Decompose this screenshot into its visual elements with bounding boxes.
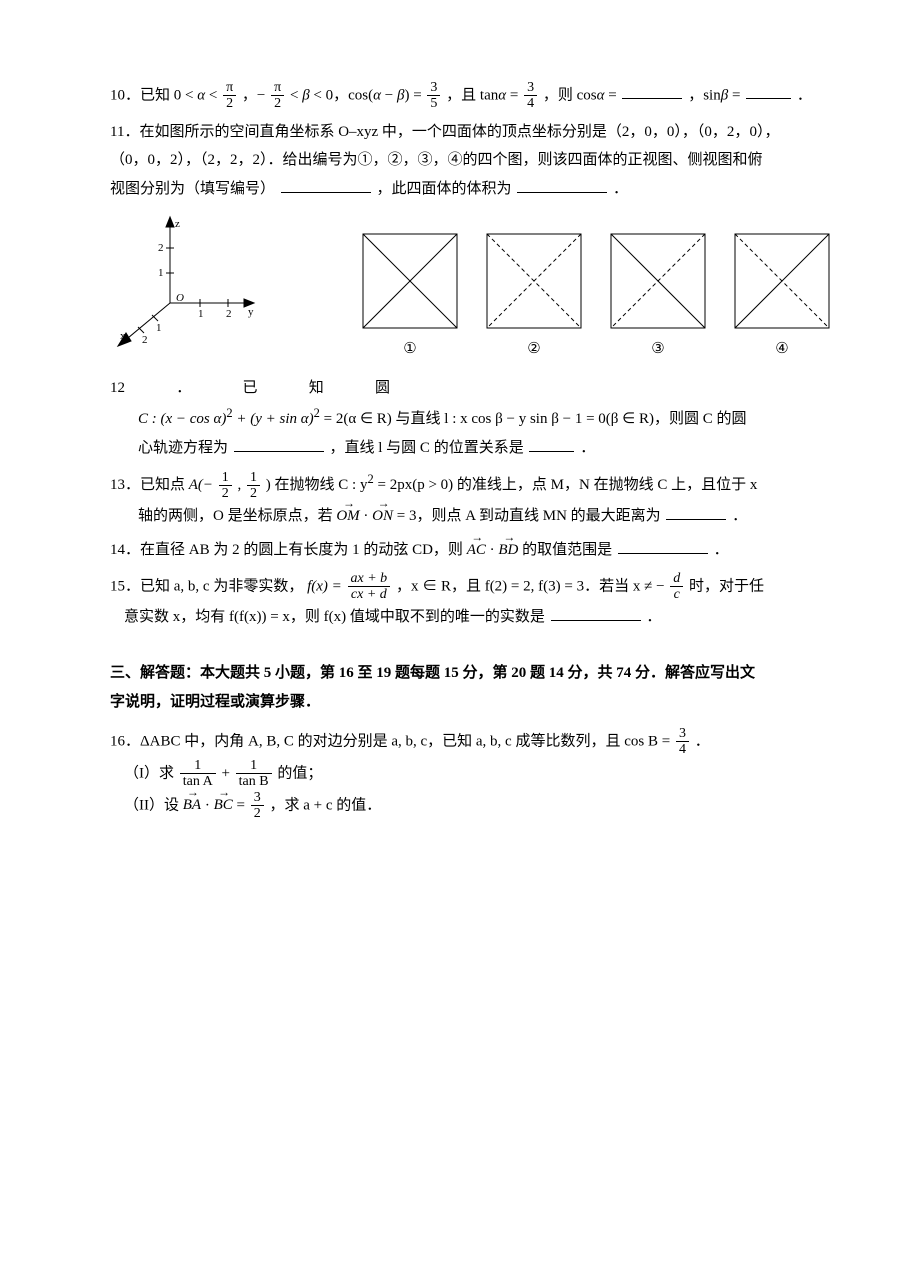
section-3-title: 三、解答题：本大题共 5 小题，第 16 至 19 题每题 15 分，第 20 … xyxy=(110,659,830,716)
q11-line2: （0，0，2），（2，2，2）．给出编号为①，②，③，④的四个图，则该四面体的正… xyxy=(110,146,830,175)
question-11: 11．在如图所示的空间直角坐标系 O–xyz 中，一个四面体的顶点坐标分别是（2… xyxy=(110,118,830,204)
question-15: 15．已知 a, b, c 为非零实数， f(x) = ax + bcx + d… xyxy=(110,571,830,631)
blank-volume xyxy=(517,177,607,193)
square-2: ② xyxy=(486,233,582,364)
question-12: 12 ． 已 知 圆 C : (x − cos α)2 + (y + sin α… xyxy=(110,374,830,463)
frac-pi-2a: π2 xyxy=(223,80,236,112)
q11-line1: 11．在如图所示的空间直角坐标系 O–xyz 中，一个四面体的顶点坐标分别是（2… xyxy=(110,118,830,147)
vec-bd: BD xyxy=(498,536,518,565)
q11-line3: 视图分别为（填写编号） ，此四面体的体积为 ． xyxy=(110,175,830,204)
svg-text:2: 2 xyxy=(158,242,164,254)
blank-view-nums xyxy=(281,177,371,193)
frac-3-5: 35 xyxy=(427,80,440,112)
blank-range xyxy=(618,538,708,554)
frac-3-4: 34 xyxy=(524,80,537,112)
vec-on: ON xyxy=(372,502,393,531)
question-14: 14．在直径 AB 为 2 的圆上有长度为 1 的动弦 CD，则 AC · BD… xyxy=(110,536,830,565)
frac-pi-2b: π2 xyxy=(271,80,284,112)
frac-fx: ax + bcx + d xyxy=(348,571,391,603)
blank-max-dist xyxy=(666,504,726,520)
vec-om: OM xyxy=(336,502,359,531)
axis-3d-diagram: z y x O 1 2 1 2 1 2 xyxy=(110,213,260,364)
svg-text:1: 1 xyxy=(156,322,162,334)
square-3: ③ xyxy=(610,233,706,364)
q12-line2: C : (x − cos α)2 + (y + sin α)2 = 2(α ∈ … xyxy=(110,402,830,434)
svg-text:1: 1 xyxy=(198,308,204,320)
svg-text:O: O xyxy=(176,292,184,304)
frac-dc: dc xyxy=(670,571,683,603)
figures-row: z y x O 1 2 1 2 1 2 ① xyxy=(110,213,830,364)
blank-cos-alpha xyxy=(622,83,682,99)
four-squares: ① ② ③ ④ xyxy=(362,233,830,364)
q12-line1: 12 ． 已 知 圆 xyxy=(110,374,390,403)
vec-ba: BA xyxy=(183,791,201,820)
q16-part2: （II）设 BA · BC = 32 ，求 a + c 的值． xyxy=(110,790,830,822)
vec-ac: AC xyxy=(467,536,486,565)
blank-position xyxy=(529,436,574,452)
svg-text:2: 2 xyxy=(226,308,232,320)
square-1: ① xyxy=(362,233,458,364)
blank-locus xyxy=(234,436,324,452)
svg-text:1: 1 xyxy=(158,267,164,279)
blank-sin-beta xyxy=(746,83,791,99)
question-13: 13．已知点 A(− 12 , 12 ) 在抛物线 C : y2 = 2px(p… xyxy=(110,468,830,530)
square-4: ④ xyxy=(734,233,830,364)
q10-prefix: 10．已知 xyxy=(110,87,170,103)
question-10: 10．已知 0 < α < π2 ，− π2 < β < 0，cos(α − β… xyxy=(110,80,830,112)
svg-text:2: 2 xyxy=(142,334,148,346)
svg-text:y: y xyxy=(248,306,254,318)
blank-unique-real xyxy=(551,605,641,621)
vec-bc: BC xyxy=(214,791,233,820)
svg-text:z: z xyxy=(175,218,180,230)
question-16: 16．ΔABC 中，内角 A, B, C 的对边分别是 a, b, c，已知 a… xyxy=(110,726,830,821)
svg-text:x: x xyxy=(120,330,126,342)
q12-line3: 心轨迹方程为 ，直线 l 与圆 C 的位置关系是 ． xyxy=(110,434,830,463)
